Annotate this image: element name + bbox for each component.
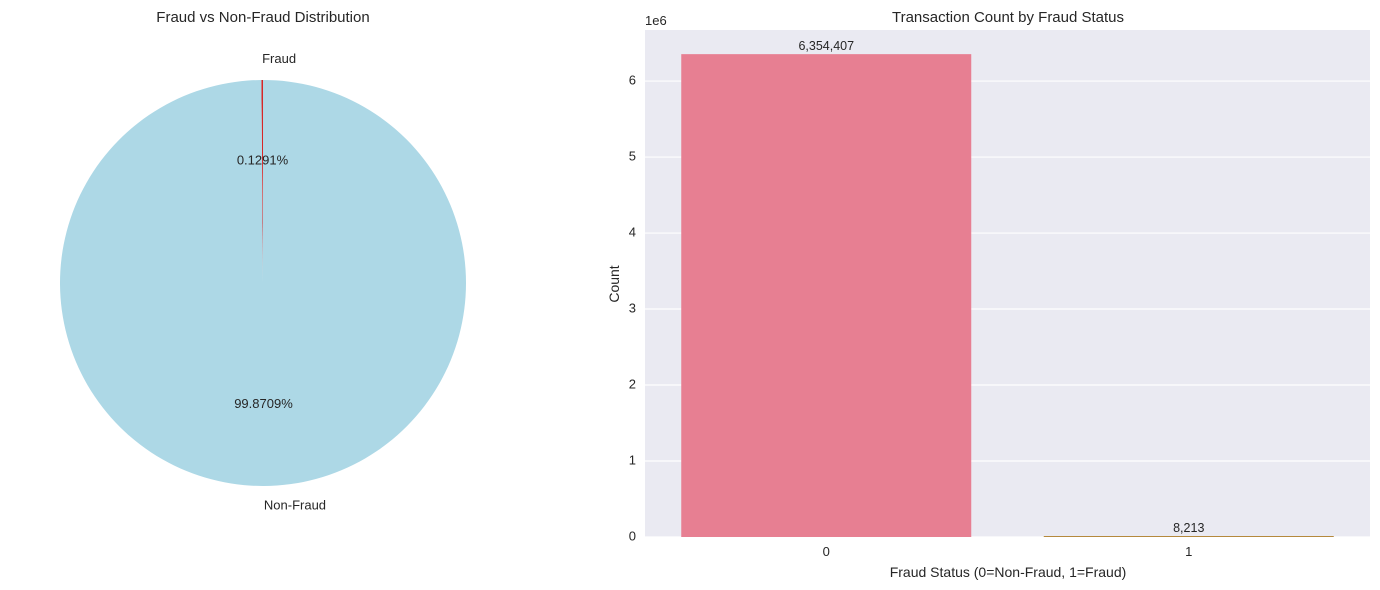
pie-pct-fraud: 0.1291%	[237, 153, 289, 168]
y-tick-label: 3	[629, 300, 636, 315]
y-tick-label: 2	[629, 376, 636, 391]
bar-data-labels: 6,354,407 8,213	[798, 39, 1204, 535]
x-tick-label: 0	[823, 544, 830, 559]
bar-data-label: 8,213	[1173, 521, 1204, 535]
pie-chart-title: Fraud vs Non-Fraud Distribution	[156, 9, 369, 26]
bar-1	[1043, 536, 1334, 537]
pie-labels: Fraud 0.1291% Non-Fraud 99.8709%	[234, 51, 326, 513]
pie-pct-non-fraud: 99.8709%	[234, 396, 293, 411]
x-axis-label: Fraud Status (0=Non-Fraud, 1=Fraud)	[890, 564, 1127, 580]
pie-chart: Fraud vs Non-Fraud Distribution Fraud 0.1…	[60, 9, 467, 513]
bar-0	[681, 54, 972, 538]
bar-chart: Transaction Count by Fraud Status 6,354,…	[606, 9, 1370, 580]
y-offset-label: 1e6	[645, 13, 667, 28]
x-tick-label: 1	[1185, 544, 1192, 559]
bar-data-label: 6,354,407	[798, 39, 854, 53]
y-axis-label: Count	[606, 265, 622, 302]
bar-chart-title: Transaction Count by Fraud Status	[892, 9, 1124, 26]
y-tick-labels: 0 1 2 3 4 5 6	[629, 73, 636, 544]
pie-slices	[60, 80, 467, 486]
pie-slice-non-fraud	[60, 80, 467, 486]
y-tick-label: 4	[629, 224, 636, 239]
y-tick-label: 5	[629, 148, 636, 163]
pie-slice-fraud	[261, 80, 263, 283]
pie-label-non-fraud: Non-Fraud	[264, 498, 326, 513]
y-tick-label: 6	[629, 73, 636, 88]
y-tick-label: 0	[629, 528, 636, 543]
y-tick-label: 1	[629, 452, 636, 467]
pie-label-fraud: Fraud	[262, 51, 296, 66]
bars	[681, 54, 1334, 538]
